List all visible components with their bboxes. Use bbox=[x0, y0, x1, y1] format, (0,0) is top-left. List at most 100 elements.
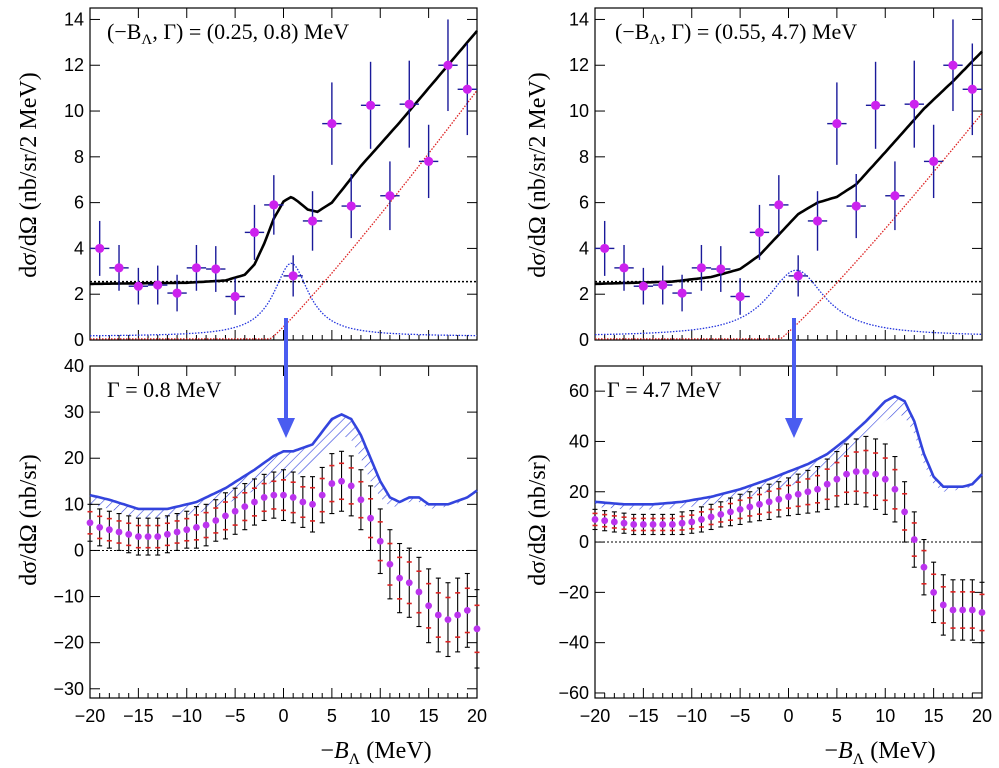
y-tick-label: 8 bbox=[579, 147, 589, 167]
data-point bbox=[754, 227, 765, 237]
subtracted-point bbox=[659, 521, 667, 528]
subtracted-point bbox=[736, 505, 744, 513]
data-point bbox=[793, 271, 803, 281]
data-point bbox=[967, 84, 977, 94]
subtracted-point bbox=[289, 494, 297, 501]
y-tick-label: −20 bbox=[53, 633, 84, 653]
subtracted-point bbox=[843, 470, 850, 478]
data-point bbox=[424, 156, 434, 167]
data-point bbox=[346, 201, 356, 211]
subtracted-point bbox=[212, 517, 220, 524]
subtracted-point bbox=[376, 537, 384, 545]
upper-bound-curve bbox=[89, 412, 478, 511]
x-tick-label: 0 bbox=[278, 706, 288, 726]
data-point bbox=[909, 99, 919, 109]
subtracted-point bbox=[134, 533, 142, 541]
y-tick-label: 14 bbox=[569, 9, 589, 29]
data-point bbox=[288, 271, 298, 281]
subtracted-point bbox=[891, 485, 899, 493]
y-tick-label: 6 bbox=[74, 193, 84, 213]
subtracted-point bbox=[727, 508, 734, 516]
subtracted-point bbox=[785, 493, 792, 501]
subtracted-point bbox=[591, 516, 599, 523]
data-point bbox=[404, 99, 414, 109]
upper-bound-curve bbox=[594, 394, 983, 506]
panel-top-right: 0 2 4 6 8 10 12 14 bbox=[569, 7, 983, 350]
data-point bbox=[890, 191, 900, 201]
y-tick-label: 14 bbox=[64, 9, 84, 29]
x-tick-label: 20 bbox=[467, 706, 487, 726]
plot-frame bbox=[89, 7, 478, 341]
annotation-top-right: (−BΛ, Γ) = (0.55, 4.7) MeV bbox=[615, 19, 857, 48]
x-tick-label: 5 bbox=[832, 706, 842, 726]
y-tick-label: 0 bbox=[579, 330, 589, 350]
x-tick-label: 10 bbox=[875, 706, 895, 726]
y-tick-label: 0 bbox=[74, 540, 84, 560]
subtracted-point bbox=[125, 530, 133, 538]
x-tick-label: −20 bbox=[75, 706, 106, 726]
data-point bbox=[327, 119, 337, 129]
plot-frame bbox=[594, 7, 983, 341]
subtracted-point bbox=[930, 588, 938, 596]
subtracted-point bbox=[939, 601, 947, 609]
xlabel-right: −BΛ (MeV) bbox=[824, 738, 935, 768]
peak-curve bbox=[595, 269, 982, 336]
y-tick-label: 10 bbox=[64, 101, 84, 121]
data-point bbox=[443, 60, 453, 70]
y-tick-label: 10 bbox=[569, 101, 589, 121]
subtracted-point bbox=[833, 475, 841, 483]
y-tick-label: 8 bbox=[74, 147, 84, 167]
y-tick-label: 6 bbox=[579, 193, 589, 213]
y-tick-label: 12 bbox=[569, 55, 589, 75]
subtracted-point bbox=[299, 498, 307, 506]
subtracted-point bbox=[717, 510, 725, 518]
rising-curve bbox=[595, 112, 983, 340]
subtracted-point bbox=[814, 485, 821, 493]
ylabel-bottom-left: dσ/dΩ (nb/sr) bbox=[16, 454, 42, 585]
x-tick-label: 15 bbox=[419, 706, 439, 726]
x-tick-label: −10 bbox=[676, 706, 707, 726]
rising-curve bbox=[90, 90, 478, 340]
ylabel-bottom-right: dσ/dΩ (nb/sr) bbox=[525, 454, 551, 585]
data-point bbox=[114, 263, 124, 273]
y-tick-label: 2 bbox=[74, 284, 84, 304]
subtracted-point bbox=[309, 500, 316, 508]
subtracted-point bbox=[949, 606, 957, 614]
y-tick-label: 2 bbox=[579, 284, 589, 304]
panel-top-left: 0 2 4 6 8 10 12 14 bbox=[64, 7, 479, 350]
data-point bbox=[365, 100, 376, 110]
subtracted-point bbox=[678, 519, 686, 527]
subtracted-point bbox=[601, 517, 609, 525]
data-point bbox=[249, 227, 260, 237]
hatched-band bbox=[90, 414, 477, 519]
annotation-bottom-right: Γ = 4.7 MeV bbox=[607, 377, 721, 402]
subtracted-point bbox=[415, 588, 423, 596]
subtracted-point bbox=[463, 606, 471, 614]
data-point bbox=[870, 100, 881, 110]
subtracted-point bbox=[610, 518, 618, 526]
data-point bbox=[95, 243, 105, 254]
subtracted-point bbox=[639, 521, 647, 528]
subtracted-point bbox=[698, 516, 705, 523]
data-point bbox=[677, 288, 687, 298]
subtracted-point bbox=[920, 563, 928, 571]
x-tick-label: −5 bbox=[730, 706, 751, 726]
data-point bbox=[385, 191, 395, 201]
data-point bbox=[929, 156, 939, 167]
data-point bbox=[172, 288, 182, 298]
subtracted-point bbox=[669, 521, 676, 528]
x-tick-label: 0 bbox=[783, 706, 793, 726]
subtracted-point bbox=[96, 523, 104, 531]
subtracted-point bbox=[164, 530, 171, 538]
data-point bbox=[948, 60, 958, 70]
subtracted-point bbox=[881, 475, 889, 483]
subtracted-point bbox=[396, 574, 403, 582]
data-point bbox=[133, 281, 143, 291]
subtracted-point bbox=[649, 521, 657, 528]
y-tick-label: 10 bbox=[64, 494, 84, 514]
y-tick-label: 20 bbox=[569, 482, 589, 502]
y-tick-label: 0 bbox=[74, 330, 84, 350]
data-point bbox=[832, 119, 842, 129]
panel-bottom-right: −20 −15 −10 −5 0 5 10 15 20 −60 −40 −20 0 20 40 60 bbox=[558, 365, 992, 726]
